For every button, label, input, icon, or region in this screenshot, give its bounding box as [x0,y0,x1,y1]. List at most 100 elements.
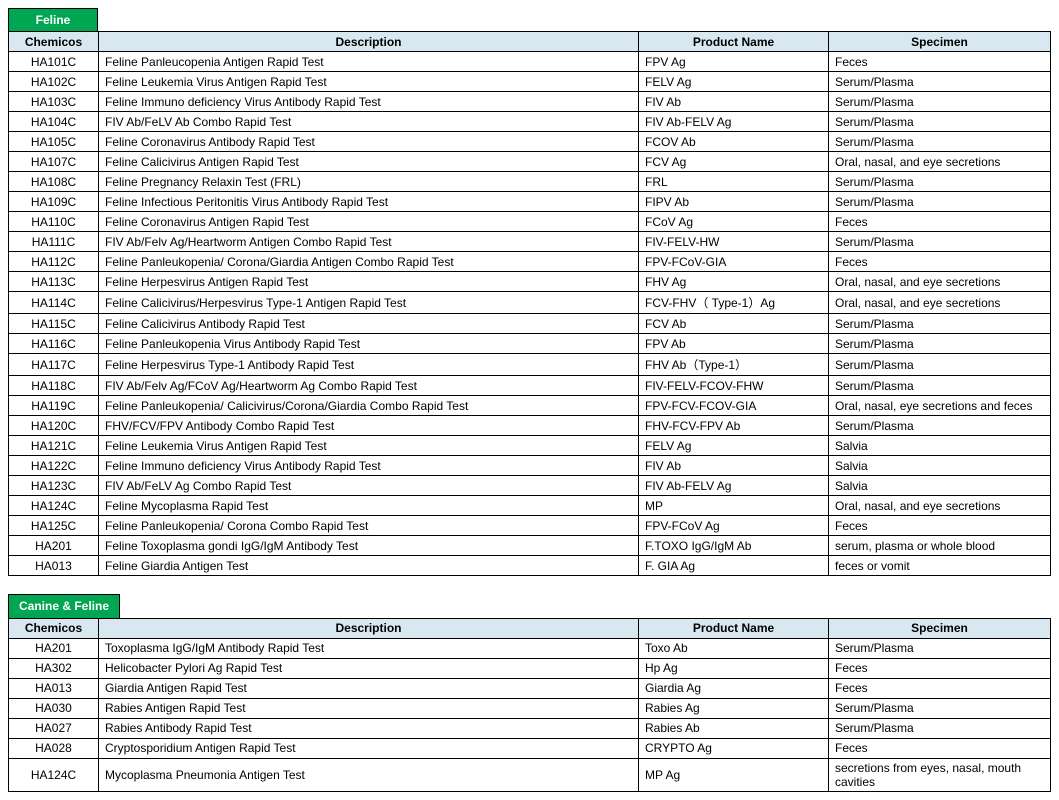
cell-chemicos: HA101C [9,52,99,72]
cell-product: FHV Ag [639,272,829,292]
cell-product: FCV-FHV（ Type-1）Ag [639,292,829,314]
table-row: HA102CFeline Leukemia Virus Antigen Rapi… [9,72,1051,92]
table-row: HA113CFeline Herpesvirus Antigen Rapid T… [9,272,1051,292]
cell-specimen: Serum/Plasma [829,172,1051,192]
cell-specimen: Serum/Plasma [829,112,1051,132]
table-row: HA201Feline Toxoplasma gondi IgG/IgM Ant… [9,536,1051,556]
cell-chemicos: HA120C [9,416,99,436]
section-title-canine-feline: Canine & Feline [8,594,120,618]
cell-product: F.TOXO IgG/IgM Ab [639,536,829,556]
table-row: HA104CFIV Ab/FeLV Ab Combo Rapid TestFIV… [9,112,1051,132]
table-row: HA124CFeline Mycoplasma Rapid TestMPOral… [9,496,1051,516]
cell-description: Rabies Antigen Rapid Test [99,698,639,718]
table-row: HA122CFeline Immuno deficiency Virus Ant… [9,456,1051,476]
table-row: HA121CFeline Leukemia Virus Antigen Rapi… [9,436,1051,456]
cell-specimen: Feces [829,212,1051,232]
cell-specimen: Serum/Plasma [829,92,1051,112]
cell-product: FIV Ab [639,456,829,476]
cell-specimen: Feces [829,658,1051,678]
cell-description: FIV Ab/Felv Ag/Heartworm Antigen Combo R… [99,232,639,252]
cell-specimen: Serum/Plasma [829,314,1051,334]
cell-product: FPV-FCoV-GIA [639,252,829,272]
cell-chemicos: HA114C [9,292,99,314]
cell-product: FCoV Ag [639,212,829,232]
cell-specimen: Salvia [829,456,1051,476]
table-row: HA028Cryptosporidium Antigen Rapid TestC… [9,738,1051,758]
cell-product: Hp Ag [639,658,829,678]
cell-description: Feline Panleucopenia Antigen Rapid Test [99,52,639,72]
spacer [8,576,1051,594]
table-row: HA120CFHV/FCV/FPV Antibody Combo Rapid T… [9,416,1051,436]
table-row: HA105CFeline Coronavirus Antibody Rapid … [9,132,1051,152]
cell-product: FELV Ag [639,436,829,456]
cell-chemicos: HA118C [9,376,99,396]
cell-product: FPV-FCoV Ag [639,516,829,536]
cell-product: FHV-FCV-FPV Ab [639,416,829,436]
cell-description: Feline Panleukopenia/ Calicivirus/Corona… [99,396,639,416]
cell-chemicos: HA105C [9,132,99,152]
table-header-row: Chemicos Description Product Name Specim… [9,32,1051,52]
cell-chemicos: HA104C [9,112,99,132]
cell-specimen: Serum/Plasma [829,638,1051,658]
cell-specimen: Oral, nasal, and eye secretions [829,292,1051,314]
cell-chemicos: HA107C [9,152,99,172]
cell-specimen: feces or vomit [829,556,1051,576]
cell-chemicos: HA027 [9,718,99,738]
cell-description: Feline Leukemia Virus Antigen Rapid Test [99,72,639,92]
table-row: HA119CFeline Panleukopenia/ Calicivirus/… [9,396,1051,416]
cell-description: Feline Coronavirus Antibody Rapid Test [99,132,639,152]
cell-description: Feline Calicivirus Antigen Rapid Test [99,152,639,172]
cell-product: FIV Ab [639,92,829,112]
cell-specimen: Serum/Plasma [829,132,1051,152]
cell-product: MP [639,496,829,516]
table-row: HA114CFeline Calicivirus/Herpesvirus Typ… [9,292,1051,314]
cell-chemicos: HA201 [9,536,99,556]
cell-specimen: Feces [829,678,1051,698]
cell-chemicos: HA302 [9,658,99,678]
cell-description: Feline Giardia Antigen Test [99,556,639,576]
cell-specimen: Feces [829,738,1051,758]
cell-product: FIPV Ab [639,192,829,212]
cell-product: Rabies Ag [639,698,829,718]
cell-specimen: Serum/Plasma [829,334,1051,354]
cell-description: Feline Herpesvirus Antigen Rapid Test [99,272,639,292]
cell-chemicos: HA124C [9,496,99,516]
cell-description: FIV Ab/FeLV Ag Combo Rapid Test [99,476,639,496]
cell-description: FIV Ab/Felv Ag/FCoV Ag/Heartworm Ag Comb… [99,376,639,396]
cell-description: Feline Panleukopenia/ Corona Combo Rapid… [99,516,639,536]
feline-table: Chemicos Description Product Name Specim… [8,31,1051,576]
section-feline: Feline Chemicos Description Product Name… [8,8,1051,576]
table-row: HA030Rabies Antigen Rapid TestRabies AgS… [9,698,1051,718]
cell-description: Feline Infectious Peritonitis Virus Anti… [99,192,639,212]
section-canine-feline: Canine & Feline Chemicos Description Pro… [8,594,1051,791]
col-header-specimen: Specimen [829,618,1051,638]
table-row: HA107CFeline Calicivirus Antigen Rapid T… [9,152,1051,172]
cell-specimen: Serum/Plasma [829,354,1051,376]
cell-chemicos: HA125C [9,516,99,536]
table-row: HA103CFeline Immuno deficiency Virus Ant… [9,92,1051,112]
table-row: HA118CFIV Ab/Felv Ag/FCoV Ag/Heartworm A… [9,376,1051,396]
cell-description: Feline Calicivirus Antibody Rapid Test [99,314,639,334]
table-row: HA111CFIV Ab/Felv Ag/Heartworm Antigen C… [9,232,1051,252]
cell-description: Helicobacter Pylori Ag Rapid Test [99,658,639,678]
cell-specimen: Serum/Plasma [829,72,1051,92]
table-row: HA302Helicobacter Pylori Ag Rapid TestHp… [9,658,1051,678]
cell-specimen: Feces [829,52,1051,72]
col-header-description: Description [99,618,639,638]
cell-specimen: Feces [829,252,1051,272]
cell-description: Feline Panleukopenia/ Corona/Giardia Ant… [99,252,639,272]
cell-product: CRYPTO Ag [639,738,829,758]
table-row: HA013Giardia Antigen Rapid TestGiardia A… [9,678,1051,698]
cell-specimen: secretions from eyes, nasal, mouth cavit… [829,758,1051,791]
cell-chemicos: HA108C [9,172,99,192]
cell-product: FIV-FELV-FCOV-FHW [639,376,829,396]
cell-specimen: Feces [829,516,1051,536]
cell-product: FIV-FELV-HW [639,232,829,252]
cell-description: Toxoplasma IgG/IgM Antibody Rapid Test [99,638,639,658]
cell-product: FCV Ag [639,152,829,172]
cell-chemicos: HA109C [9,192,99,212]
cell-description: Feline Immuno deficiency Virus Antibody … [99,456,639,476]
cell-product: FRL [639,172,829,192]
table-row: HA115CFeline Calicivirus Antibody Rapid … [9,314,1051,334]
cell-chemicos: HA122C [9,456,99,476]
